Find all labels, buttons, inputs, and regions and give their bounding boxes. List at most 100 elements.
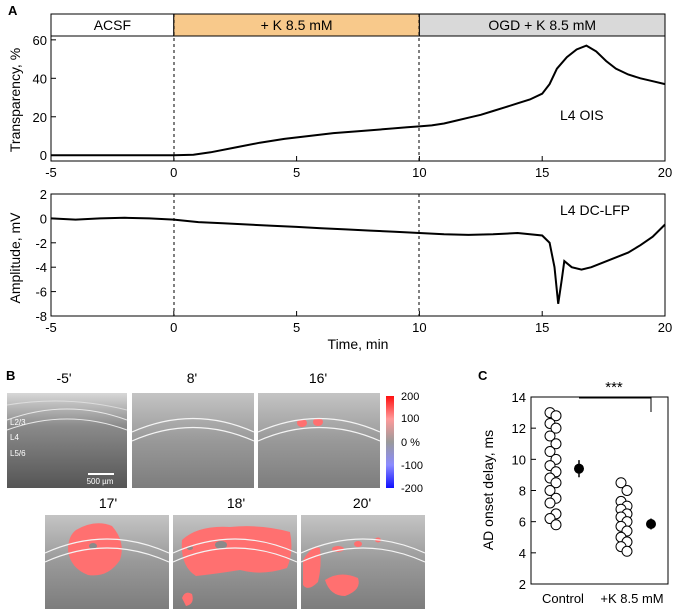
colorbar-tick-minus100: -100 xyxy=(401,460,423,472)
lfp-xtick-label: 15 xyxy=(535,320,549,335)
data-point-control xyxy=(544,430,556,442)
ois-ytick-label: 60 xyxy=(33,33,47,48)
data-point-control xyxy=(550,519,562,531)
lfp-xtick-label: 10 xyxy=(412,320,426,335)
mean-point-control xyxy=(574,463,584,474)
lfp-xtick-label: 5 xyxy=(293,320,300,335)
data-point-control xyxy=(544,497,556,509)
activation-region xyxy=(325,574,359,596)
ois-xtick-label: -5 xyxy=(45,165,57,180)
ois-ytick-label: 0 xyxy=(40,148,47,163)
frame-minus5-image: L2/3 L4 L5/6 500 µm xyxy=(6,393,128,488)
lfp-ytick-label: -6 xyxy=(35,285,47,300)
lfp-ytick-label: -2 xyxy=(35,236,47,251)
data-point-control xyxy=(550,477,562,489)
condition-bars: ACSF + K 8.5 mM OGD + K 8.5 mM xyxy=(50,13,666,37)
data-point-control xyxy=(544,446,556,458)
condition-label-2: OGD + K 8.5 mM xyxy=(488,17,596,33)
ois-xtick-label: 20 xyxy=(658,165,672,180)
lfp-ytick-label: -8 xyxy=(35,309,47,324)
scale-bar-label: 500 µm xyxy=(87,477,114,486)
data-point-control xyxy=(550,422,562,434)
data-point-k xyxy=(621,485,633,496)
ois-ytick-label: 20 xyxy=(33,110,47,125)
frame-title-minus5: -5' xyxy=(56,370,71,386)
activation-region xyxy=(181,526,292,576)
frame-20-image xyxy=(300,515,426,609)
lfp-xlabel: Time, min xyxy=(328,336,389,352)
ois-trace-label: L4 OIS xyxy=(560,107,604,123)
c-ytick-label: 8 xyxy=(519,484,526,499)
mean-point-k xyxy=(646,519,656,530)
colorbar: 200 100 0 % -100 -200 xyxy=(386,391,423,495)
c-category-control: Control xyxy=(542,591,584,606)
lfp-xtick-label: 20 xyxy=(658,320,672,335)
c-ytick-label: 12 xyxy=(512,421,526,436)
condition-label-0: ACSF xyxy=(94,17,131,33)
activation-region xyxy=(68,523,122,576)
colorbar-tick-0: 0 % xyxy=(401,437,420,449)
ois-ytick-label: 40 xyxy=(33,71,47,86)
layer-label-l56: L5/6 xyxy=(10,449,26,458)
significance-stars: *** xyxy=(605,379,623,396)
activation-region xyxy=(303,547,321,588)
activation-spot xyxy=(182,592,193,606)
ois-xtick-label: 0 xyxy=(170,165,177,180)
lfp-ytick-label: -4 xyxy=(35,260,47,275)
data-point-k xyxy=(615,477,627,489)
lfp-chart: 20-2-4-6-8 -5 0 5 10 15 20 L4 DC-LFP Amplitud… xyxy=(7,187,672,352)
ois-xtick-label: 5 xyxy=(293,165,300,180)
ois-xtick-label: 10 xyxy=(412,165,426,180)
ois-xtick-label: 15 xyxy=(535,165,549,180)
colorbar-tick-200: 200 xyxy=(401,391,419,403)
frame-title-20: 20' xyxy=(353,495,371,511)
layer-label-l23: L2/3 xyxy=(10,418,26,427)
frame-title-17: 17' xyxy=(99,495,117,511)
lfp-trace-label: L4 DC-LFP xyxy=(560,202,630,218)
condition-label-1: + K 8.5 mM xyxy=(261,17,333,33)
lfp-xtick-label: -5 xyxy=(45,320,57,335)
panel-label-a: A xyxy=(8,3,18,18)
data-point-k xyxy=(621,545,633,557)
colorbar-gradient xyxy=(386,396,394,488)
frame-8-image xyxy=(131,393,255,488)
c-ytick-label: 10 xyxy=(512,452,526,467)
activation-spot xyxy=(297,419,307,427)
colorbar-tick-100: 100 xyxy=(401,413,419,425)
layer-label-l4: L4 xyxy=(10,433,19,442)
data-point-control xyxy=(550,410,562,422)
lfp-ytick-label: 0 xyxy=(40,211,47,226)
c-ytick-label: 6 xyxy=(519,515,526,530)
c-ylabel: AD onset delay, ms xyxy=(480,430,496,550)
significance-bracket xyxy=(579,397,652,412)
panel-label-c: C xyxy=(478,368,488,383)
lfp-ylabel: Amplitude, mV xyxy=(7,212,23,304)
panel-label-b: B xyxy=(6,368,15,383)
ad-onset-chart: 2 4 6 8 10 12 14 AD onset delay, ms Control +K… xyxy=(480,379,669,606)
c-ytick-label: 2 xyxy=(519,577,526,592)
imaging-panel: -5' 8' 16' 17' 18' 20' L2/3 L4 L5/6 500 … xyxy=(6,370,426,609)
ois-plot-frame xyxy=(50,35,666,162)
activation-spot xyxy=(354,541,362,547)
frame-title-18: 18' xyxy=(227,495,245,511)
frame-title-16: 16' xyxy=(309,370,327,386)
lfp-plot-frame xyxy=(50,193,666,317)
ois-trace-line xyxy=(51,44,666,157)
lfp-trace-line xyxy=(50,216,666,304)
frame-title-8: 8' xyxy=(187,370,197,386)
data-point-control xyxy=(544,485,556,496)
data-point-control xyxy=(550,438,562,450)
frame-17-image xyxy=(44,515,170,609)
activation-spot xyxy=(313,418,323,426)
c-category-k: +K 8.5 mM xyxy=(600,591,663,606)
frame-16-image xyxy=(257,393,381,488)
ois-chart: 0 20 40 60 -5 0 5 10 15 20 L4 OIS Transparency, … xyxy=(7,14,672,180)
colorbar-tick-minus200: -200 xyxy=(401,483,423,495)
c-ytick-label: 14 xyxy=(512,390,526,405)
ois-ylabel: Transparency, % xyxy=(7,48,23,152)
c-ytick-label: 4 xyxy=(519,546,526,561)
frame-18-image xyxy=(172,515,298,609)
lfp-ytick-label: 2 xyxy=(40,187,47,202)
lfp-xtick-label: 0 xyxy=(170,320,177,335)
